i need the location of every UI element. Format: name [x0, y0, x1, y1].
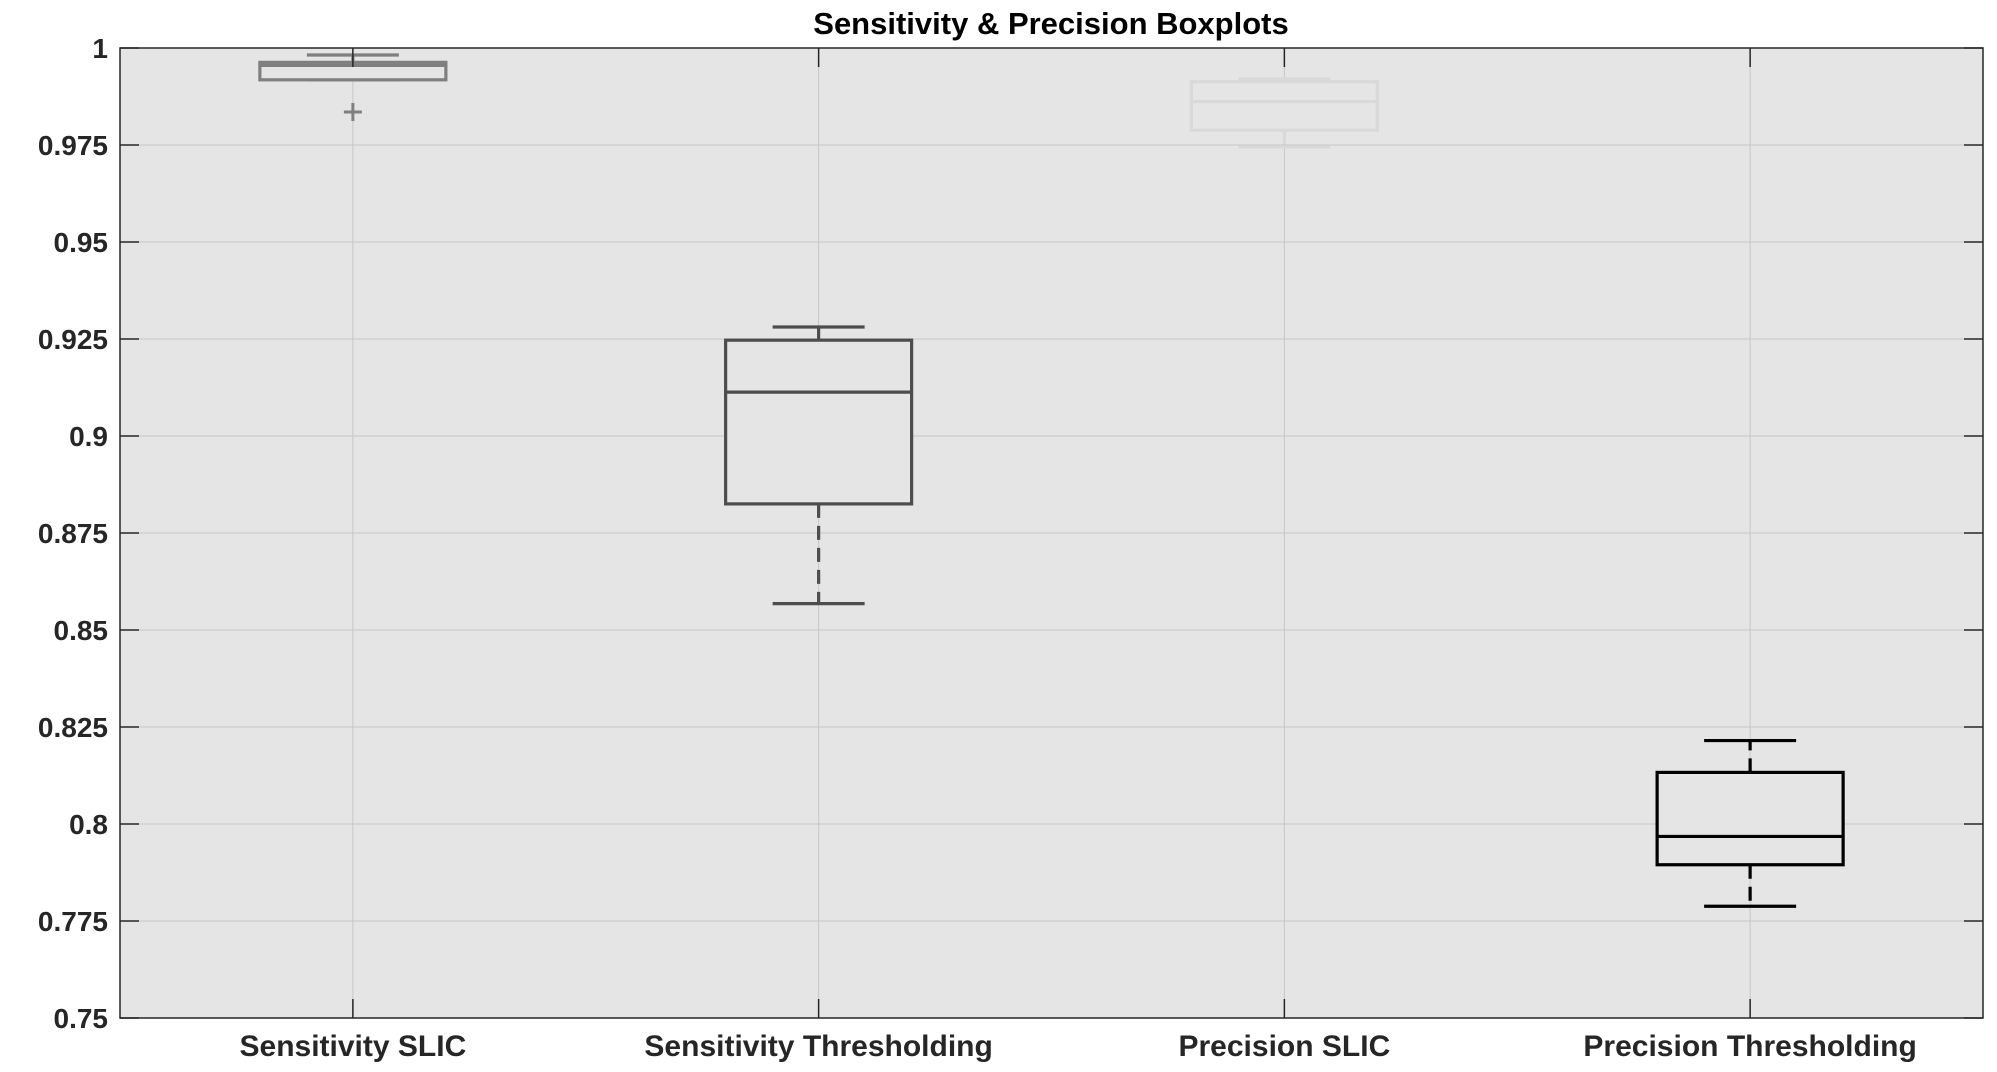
y-tick-label: 0.95: [54, 227, 109, 258]
boxplot-series: [258, 53, 1845, 908]
box-iqr: [1189, 80, 1379, 132]
box-iqr: [1655, 770, 1845, 867]
box-3: [1189, 77, 1379, 149]
box-2: [724, 325, 914, 606]
y-tick-label: 0.75: [54, 1003, 109, 1034]
y-tick-label: 0.975: [38, 130, 108, 161]
y-tick-label: 0.925: [38, 324, 108, 355]
y-tick-label: 0.9: [69, 421, 108, 452]
x-axis-ticks: Sensitivity SLIC Sensitivity Thresholding…: [240, 48, 1917, 1063]
y-axis-ticks: 0.75 0.775 0.8 0.825 0.85 0.875 0.9 0.925 0.95 0.…: [38, 33, 1983, 1034]
outlier-marker: [343, 103, 362, 122]
y-tick-label: 0.8: [69, 809, 108, 840]
x-tick-label: Precision Thresholding: [1583, 1030, 1916, 1063]
y-tick-label: 1: [92, 33, 108, 64]
x-tick-label: Sensitivity SLIC: [240, 1030, 467, 1063]
y-tick-label: 0.775: [38, 906, 108, 937]
chart-title: Sensitivity & Precision Boxplots: [813, 6, 1288, 41]
x-tick-label: Precision SLIC: [1179, 1030, 1391, 1063]
y-tick-label: 0.825: [38, 712, 108, 743]
x-tick-label: Sensitivity Thresholding: [644, 1030, 992, 1063]
y-tick-label: 0.875: [38, 518, 108, 549]
box-iqr: [724, 338, 914, 506]
box-4: [1655, 738, 1845, 908]
y-tick-label: 0.85: [54, 615, 109, 646]
